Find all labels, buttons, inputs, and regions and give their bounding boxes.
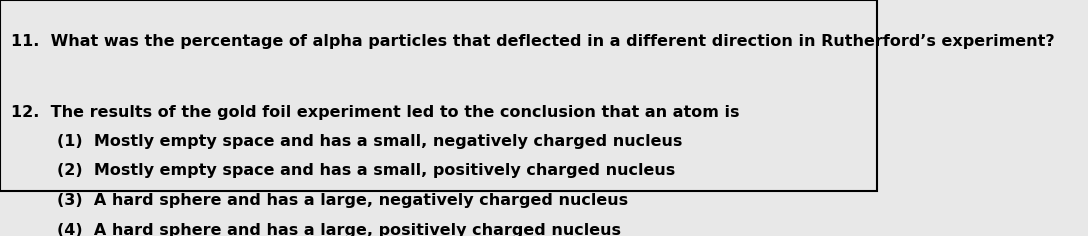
Text: (4)  A hard sphere and has a large, positively charged nucleus: (4) A hard sphere and has a large, posit… [57,223,621,236]
FancyBboxPatch shape [0,0,877,191]
Text: 12.  The results of the gold foil experiment led to the conclusion that an atom : 12. The results of the gold foil experim… [11,105,740,120]
Text: (2)  Mostly empty space and has a small, positively charged nucleus: (2) Mostly empty space and has a small, … [57,163,676,178]
Text: (1)  Mostly empty space and has a small, negatively charged nucleus: (1) Mostly empty space and has a small, … [57,134,682,149]
Text: 11.  What was the percentage of alpha particles that deflected in a different di: 11. What was the percentage of alpha par… [11,34,1055,49]
Text: (3)  A hard sphere and has a large, negatively charged nucleus: (3) A hard sphere and has a large, negat… [57,193,628,208]
